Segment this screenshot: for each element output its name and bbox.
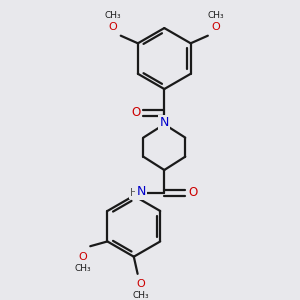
Text: O: O bbox=[136, 279, 145, 289]
Text: O: O bbox=[131, 106, 140, 119]
Text: CH₃: CH₃ bbox=[207, 11, 224, 20]
Text: O: O bbox=[211, 22, 220, 32]
Text: O: O bbox=[109, 22, 118, 32]
Text: O: O bbox=[78, 252, 87, 262]
Text: CH₃: CH₃ bbox=[105, 11, 122, 20]
Text: N: N bbox=[160, 116, 169, 129]
Text: CH₃: CH₃ bbox=[74, 264, 91, 273]
Text: H: H bbox=[130, 188, 138, 198]
Text: O: O bbox=[188, 186, 197, 200]
Text: N: N bbox=[137, 185, 146, 198]
Text: CH₃: CH₃ bbox=[132, 291, 149, 300]
